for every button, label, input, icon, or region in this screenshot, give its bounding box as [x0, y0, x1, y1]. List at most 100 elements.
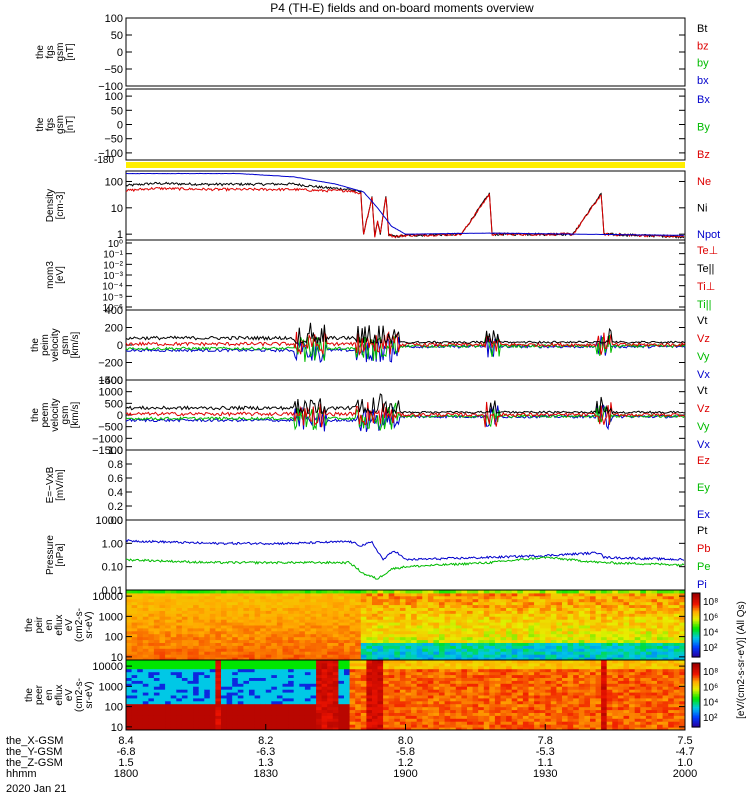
spectrogram-cell	[456, 715, 462, 718]
spectrogram-cell	[305, 672, 311, 675]
spectrogram-cell	[484, 613, 490, 616]
spectrogram-cell	[299, 602, 305, 605]
spectrogram-cell	[428, 637, 434, 640]
spectrogram-cell	[663, 610, 669, 613]
spectrogram-cell	[316, 669, 322, 672]
y-tick-label: −1000	[92, 433, 123, 445]
spectrogram-cell	[584, 660, 590, 663]
spectrogram-cell	[378, 698, 384, 701]
spectrogram-cell	[517, 628, 523, 631]
spectrogram-cell	[573, 680, 579, 683]
spectrogram-cell	[551, 625, 557, 628]
spectrogram-cell	[333, 608, 339, 611]
spectrogram-cell	[562, 610, 568, 613]
spectrogram-cell	[657, 605, 663, 608]
spectrogram-cell	[478, 698, 484, 701]
spectrogram-cell	[333, 610, 339, 613]
spectrogram-cell	[529, 631, 535, 634]
spectrogram-cell	[551, 678, 557, 681]
spectrogram-cell	[657, 680, 663, 683]
spectrogram-cell	[260, 678, 266, 681]
spectrogram-cell	[327, 616, 333, 619]
spectrogram-cell	[433, 721, 439, 724]
spectrogram-cell	[238, 648, 244, 651]
spectrogram-cell	[445, 616, 451, 619]
spectrogram-cell	[327, 599, 333, 602]
spectrogram-cell	[126, 645, 132, 648]
spectrogram-cell	[461, 596, 467, 599]
spectrogram-cell	[350, 616, 356, 619]
spectrogram-cell	[584, 663, 590, 666]
spectrogram-cell	[193, 692, 199, 695]
spectrogram-cell	[484, 648, 490, 651]
legend-entry: Ey	[697, 482, 710, 494]
spectrogram-cell	[433, 625, 439, 628]
spectrogram-cell	[255, 628, 261, 631]
spectrogram-cell	[322, 701, 328, 704]
spectrogram-cell	[344, 643, 350, 646]
spectrogram-cell	[562, 669, 568, 672]
spectrogram-cell	[204, 680, 210, 683]
spectrogram-cell	[596, 707, 602, 710]
spectrogram-cell	[540, 663, 546, 666]
spectrogram-cell	[255, 599, 261, 602]
spectrogram-cell	[316, 648, 322, 651]
spectrogram-cell	[160, 698, 166, 701]
spectrogram-cell	[635, 631, 641, 634]
spectrogram-cell	[126, 648, 132, 651]
spectrogram-cell	[646, 680, 652, 683]
spectrogram-cell	[406, 599, 412, 602]
spectrogram-cell	[417, 645, 423, 648]
spectrogram-cell	[294, 678, 300, 681]
spectrogram-cell	[461, 669, 467, 672]
spectrogram-cell	[529, 713, 535, 716]
spectrogram-cell	[495, 704, 501, 707]
spectrogram-cell	[355, 695, 361, 698]
spectrogram-cell	[529, 689, 535, 692]
spectrogram-cell	[215, 622, 221, 625]
spectrogram-cell	[227, 698, 233, 701]
spectrogram-cell	[333, 689, 339, 692]
spectrogram-cell	[366, 590, 372, 593]
spectrogram-cell	[640, 669, 646, 672]
spectrogram-cell	[255, 648, 261, 651]
spectrogram-cell	[227, 648, 233, 651]
spectrogram-cell	[467, 689, 473, 692]
spectrogram-cell	[428, 643, 434, 646]
spectrogram-cell	[305, 678, 311, 681]
spectrogram-cell	[137, 698, 143, 701]
spectrogram-cell	[383, 593, 389, 596]
spectrogram-cell	[422, 608, 428, 611]
spectrogram-cell	[311, 724, 317, 727]
spectrogram-cell	[495, 701, 501, 704]
spectrogram-cell	[456, 724, 462, 727]
spectrogram-cell	[243, 675, 249, 678]
y-tick-label: 0	[117, 47, 123, 59]
spectrogram-cell	[512, 718, 518, 721]
spectrogram-cell	[378, 692, 384, 695]
y-tick-label: 0	[117, 410, 123, 422]
spectrogram-cell	[506, 599, 512, 602]
spectrogram-cell	[573, 619, 579, 622]
spectrogram-cell	[344, 596, 350, 599]
spectrogram-cell	[311, 631, 317, 634]
spectrogram-cell	[249, 651, 255, 654]
spectrogram-cell	[484, 631, 490, 634]
spectrogram-cell	[199, 605, 205, 608]
spectrogram-cell	[534, 710, 540, 713]
spectrogram-cell	[294, 596, 300, 599]
spectrogram-cell	[534, 660, 540, 663]
spectrogram-cell	[361, 724, 367, 727]
spectrogram-cell	[350, 672, 356, 675]
spectrogram-cell	[629, 590, 635, 593]
spectrogram-cell	[249, 643, 255, 646]
spectrogram-cell	[445, 721, 451, 724]
spectrogram-cell	[674, 619, 680, 622]
spectrogram-cell	[199, 672, 205, 675]
spectrogram-cell	[417, 634, 423, 637]
spectrogram-cell	[316, 645, 322, 648]
spectrogram-cell	[288, 645, 294, 648]
spectrogram-cell	[143, 608, 149, 611]
spectrogram-cell	[182, 678, 188, 681]
spectrogram-cell	[584, 596, 590, 599]
